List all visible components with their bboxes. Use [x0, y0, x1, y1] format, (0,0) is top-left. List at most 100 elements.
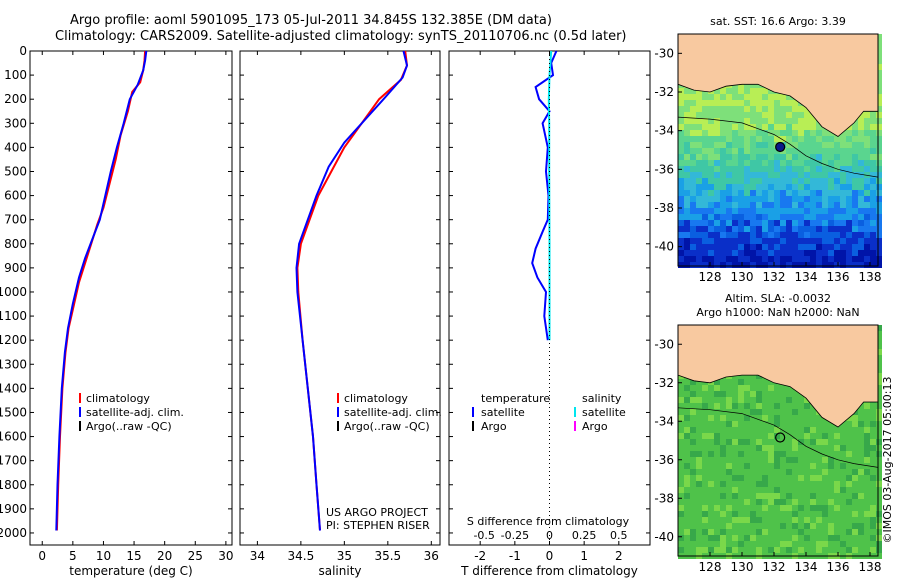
field-cell [840, 457, 846, 463]
field-cell [714, 535, 720, 541]
field-cell [858, 184, 864, 190]
field-cell [732, 208, 738, 214]
field-cell [852, 226, 858, 232]
field-cell [750, 523, 756, 529]
field-cell [708, 94, 714, 100]
field-cell [684, 220, 690, 226]
field-cell [858, 196, 864, 202]
field-cell [798, 148, 804, 154]
field-cell [828, 244, 834, 250]
field-cell [876, 202, 882, 208]
field-cell [834, 250, 840, 256]
field-cell [678, 106, 684, 112]
field-cell [726, 112, 732, 118]
field-cell [792, 262, 798, 268]
field-cell [804, 499, 810, 505]
field-cell [798, 142, 804, 148]
float-position-marker [775, 432, 786, 443]
field-cell [684, 445, 690, 451]
field-cell [750, 457, 756, 463]
field-cell [828, 541, 834, 547]
field-cell [744, 202, 750, 208]
field-cell [786, 433, 792, 439]
field-cell [834, 451, 840, 457]
field-cell [708, 124, 714, 130]
field-cell [810, 250, 816, 256]
field-cell [858, 220, 864, 226]
field-cell [804, 439, 810, 445]
field-cell [846, 517, 852, 523]
x-tick-label: 138 [859, 270, 882, 284]
field-cell [786, 214, 792, 220]
field-cell [768, 118, 774, 124]
field-cell [846, 214, 852, 220]
x-tick-label: 20 [157, 549, 172, 563]
field-cell [864, 499, 870, 505]
field-cell [762, 244, 768, 250]
field-cell [720, 421, 726, 427]
field-cell [738, 445, 744, 451]
field-cell [726, 379, 732, 385]
field-cell [774, 226, 780, 232]
field-cell [702, 256, 708, 262]
field-cell [750, 94, 756, 100]
field-cell [714, 244, 720, 250]
field-cell [792, 100, 798, 106]
field-cell [840, 178, 846, 184]
field-cell [774, 172, 780, 178]
field-cell [822, 184, 828, 190]
field-cell [798, 523, 804, 529]
field-cell [756, 505, 762, 511]
field-cell [756, 523, 762, 529]
field-cell [822, 463, 828, 469]
field-cell [870, 178, 876, 184]
field-cell [690, 130, 696, 136]
x-tick-label: 10 [96, 549, 111, 563]
field-cell [828, 457, 834, 463]
legend-label: satellite [481, 406, 525, 419]
field-cell [756, 262, 762, 268]
field-cell [738, 196, 744, 202]
field-cell [714, 505, 720, 511]
y-tick-label: -32 [654, 85, 674, 99]
field-cell [828, 517, 834, 523]
field-cell [822, 178, 828, 184]
field-cell [780, 463, 786, 469]
field-cell [678, 178, 684, 184]
field-cell [798, 511, 804, 517]
field-cell [690, 445, 696, 451]
field-cell [774, 100, 780, 106]
field-cell [870, 112, 876, 118]
field-cell [774, 130, 780, 136]
field-cell [846, 457, 852, 463]
field-cell [870, 238, 876, 244]
field-cell [732, 397, 738, 403]
field-cell [870, 190, 876, 196]
field-cell [822, 535, 828, 541]
field-cell [738, 523, 744, 529]
field-cell [756, 397, 762, 403]
field-cell [696, 409, 702, 415]
field-cell [738, 100, 744, 106]
field-cell [774, 445, 780, 451]
field-cell [858, 244, 864, 250]
field-cell [822, 226, 828, 232]
field-cell [726, 439, 732, 445]
field-cell [762, 130, 768, 136]
field-cell [840, 535, 846, 541]
field-cell [798, 166, 804, 172]
field-cell [762, 232, 768, 238]
field-cell [846, 136, 852, 142]
field-cell [708, 475, 714, 481]
field-cell [792, 226, 798, 232]
field-cell [696, 415, 702, 421]
field-cell [732, 517, 738, 523]
field-cell [744, 385, 750, 391]
field-cell [876, 337, 882, 343]
field-cell [690, 190, 696, 196]
field-cell [840, 493, 846, 499]
field-cell [702, 535, 708, 541]
field-cell [708, 547, 714, 553]
field-cell [780, 445, 786, 451]
field-cell [780, 391, 786, 397]
